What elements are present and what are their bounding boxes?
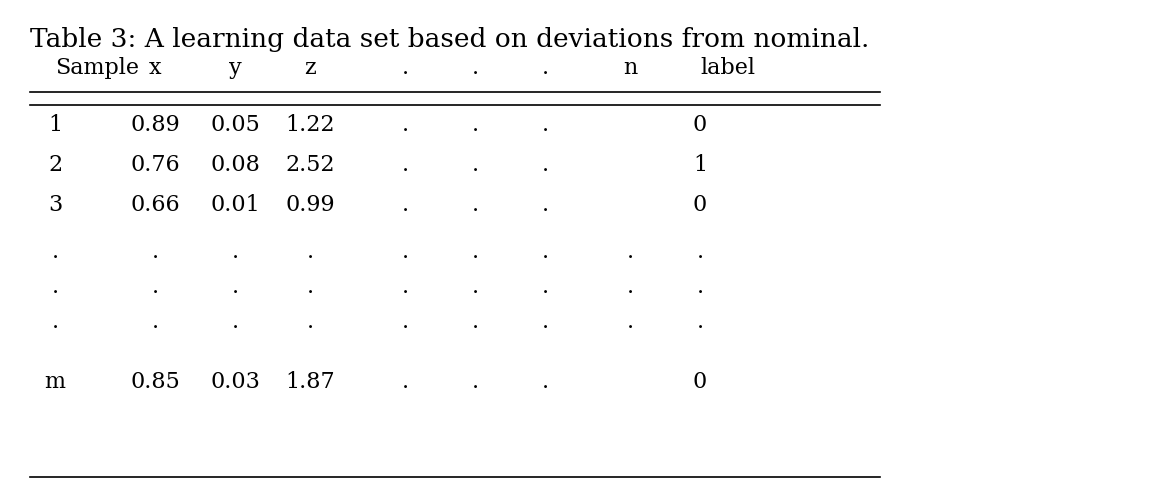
Text: 0.76: 0.76	[130, 154, 180, 176]
Text: .: .	[307, 241, 314, 263]
Text: 0: 0	[693, 371, 707, 393]
Text: .: .	[151, 276, 159, 298]
Text: .: .	[696, 241, 703, 263]
Text: .: .	[542, 154, 549, 176]
Text: .: .	[232, 276, 239, 298]
Text: .: .	[626, 311, 634, 333]
Text: .: .	[401, 114, 408, 136]
Text: .: .	[232, 311, 239, 333]
Text: .: .	[51, 276, 58, 298]
Text: 0: 0	[693, 114, 707, 136]
Text: 2.52: 2.52	[285, 154, 335, 176]
Text: .: .	[472, 57, 479, 79]
Text: 0.05: 0.05	[211, 114, 260, 136]
Text: .: .	[401, 57, 408, 79]
Text: z: z	[304, 57, 316, 79]
Text: 0.08: 0.08	[211, 154, 260, 176]
Text: 0.89: 0.89	[130, 114, 180, 136]
Text: m: m	[44, 371, 66, 393]
Text: .: .	[51, 311, 58, 333]
Text: .: .	[401, 194, 408, 216]
Text: .: .	[307, 311, 314, 333]
Text: .: .	[542, 194, 549, 216]
Text: .: .	[542, 114, 549, 136]
Text: .: .	[626, 276, 634, 298]
Text: .: .	[401, 241, 408, 263]
Text: .: .	[307, 276, 314, 298]
Text: y: y	[228, 57, 241, 79]
Text: 0.85: 0.85	[130, 371, 180, 393]
Text: 2: 2	[48, 154, 62, 176]
Text: 1: 1	[693, 154, 707, 176]
Text: .: .	[472, 371, 479, 393]
Text: .: .	[401, 276, 408, 298]
Text: Sample: Sample	[55, 57, 139, 79]
Text: .: .	[472, 194, 479, 216]
Text: n: n	[622, 57, 638, 79]
Text: .: .	[626, 241, 634, 263]
Text: 0.99: 0.99	[285, 194, 335, 216]
Text: 0.66: 0.66	[130, 194, 180, 216]
Text: .: .	[542, 371, 549, 393]
Text: .: .	[401, 371, 408, 393]
Text: 1.22: 1.22	[285, 114, 335, 136]
Text: .: .	[51, 241, 58, 263]
Text: .: .	[151, 241, 159, 263]
Text: .: .	[401, 154, 408, 176]
Text: 0.03: 0.03	[211, 371, 260, 393]
Text: .: .	[472, 114, 479, 136]
Text: label: label	[700, 57, 755, 79]
Text: Table 3: A learning data set based on deviations from nominal.: Table 3: A learning data set based on de…	[30, 27, 869, 52]
Text: .: .	[542, 311, 549, 333]
Text: .: .	[542, 57, 549, 79]
Text: 1.87: 1.87	[285, 371, 335, 393]
Text: 1: 1	[48, 114, 62, 136]
Text: x: x	[149, 57, 161, 79]
Text: 3: 3	[48, 194, 62, 216]
Text: .: .	[696, 311, 703, 333]
Text: .: .	[472, 311, 479, 333]
Text: .: .	[472, 241, 479, 263]
Text: .: .	[472, 154, 479, 176]
Text: .: .	[542, 241, 549, 263]
Text: 0: 0	[693, 194, 707, 216]
Text: .: .	[232, 241, 239, 263]
Text: 0.01: 0.01	[211, 194, 260, 216]
Text: .: .	[696, 276, 703, 298]
Text: .: .	[542, 276, 549, 298]
Text: .: .	[472, 276, 479, 298]
Text: .: .	[401, 311, 408, 333]
Text: .: .	[151, 311, 159, 333]
